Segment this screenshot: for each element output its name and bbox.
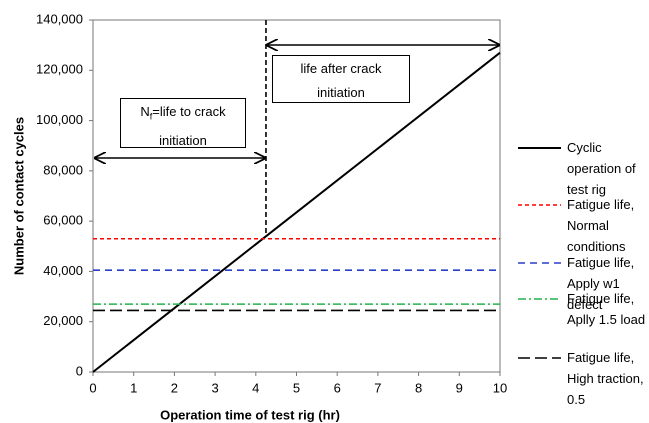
y-tick-label: 40,000 — [43, 263, 83, 278]
legend-label: Fatigue life, Apply w1 defect — [567, 255, 635, 312]
legend-label: Cyclic operation of test rig — [567, 140, 636, 197]
x-tick-label: 2 — [171, 380, 178, 395]
y-tick-label: 20,000 — [43, 313, 83, 328]
annotation-box: Nf=life to crack initiation — [120, 98, 246, 148]
x-tick-label: 4 — [252, 380, 259, 395]
x-tick-label: 9 — [456, 380, 463, 395]
legend-label: Fatigue life, Aplly 1.5 load — [567, 291, 646, 327]
annotation-text: =life to crack initiation — [152, 104, 226, 148]
legend-label: Fatigue life, High traction, 0.5 — [567, 350, 644, 407]
y-tick-label: 60,000 — [43, 213, 83, 228]
y-tick-label: 100,000 — [36, 112, 83, 127]
annotation-text: N — [140, 104, 150, 119]
x-axis-label: Operation time of test rig (hr) — [160, 407, 340, 422]
x-tick-label: 3 — [211, 380, 218, 395]
y-tick-label: 140,000 — [36, 11, 83, 26]
annotation-subscript: f — [149, 111, 153, 122]
x-tick-label: 0 — [89, 380, 96, 395]
x-tick-label: 1 — [130, 380, 137, 395]
x-tick-label: 7 — [374, 380, 381, 395]
y-tick-label: 120,000 — [36, 62, 83, 77]
x-tick-label: 10 — [493, 380, 507, 395]
x-tick-label: 6 — [334, 380, 341, 395]
y-tick-label: 0 — [76, 363, 83, 378]
y-tick-label: 80,000 — [43, 162, 83, 177]
x-tick-label: 8 — [415, 380, 422, 395]
x-tick-label: 5 — [293, 380, 300, 395]
legend-label: Fatigue life, Normal conditions — [567, 197, 635, 254]
y-axis-label: Number of contact cycles — [11, 117, 26, 275]
annotation-text: life after crack initiation — [300, 61, 382, 100]
annotation-box: life after crack initiation — [272, 55, 410, 103]
series-line — [92, 51, 501, 373]
